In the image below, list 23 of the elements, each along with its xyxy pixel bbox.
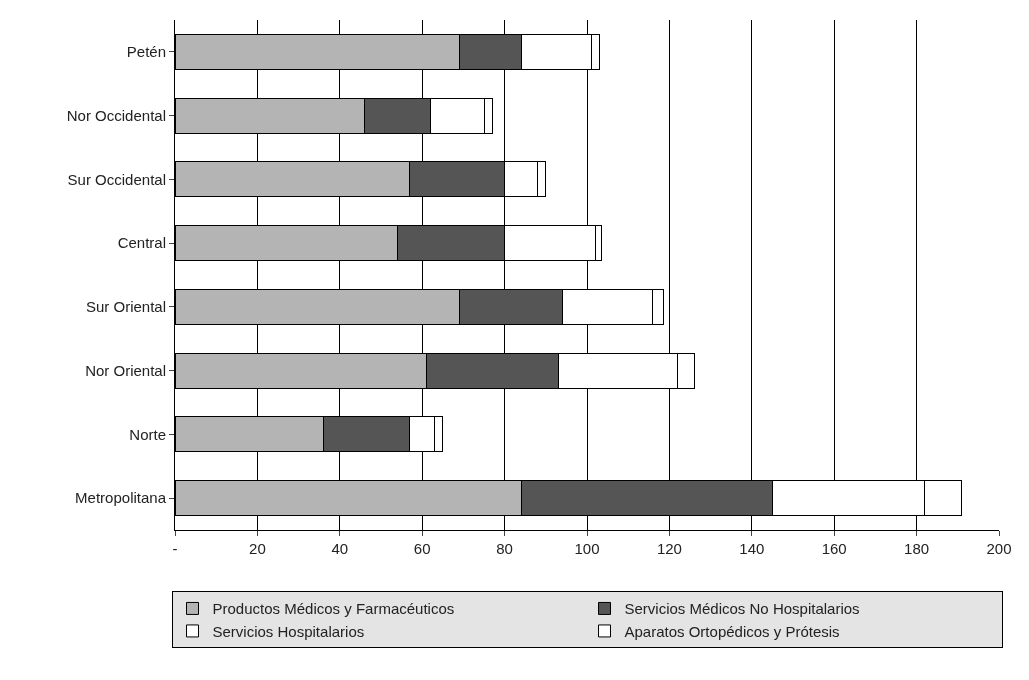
y-tick-label: Nor Occidental — [66, 106, 166, 124]
legend-label: Productos Médicos y Farmacéuticos — [212, 600, 455, 618]
x-tick-label: 80 — [496, 540, 513, 557]
y-tick-label: Norte — [129, 425, 166, 443]
y-tick-label: Sur Oriental — [85, 298, 166, 316]
y-tick-label: Nor Oriental — [85, 361, 166, 379]
x-tick-label: - — [172, 540, 178, 557]
x-tick-label: 40 — [331, 540, 349, 557]
x-tick-label: 20 — [249, 540, 266, 557]
x-tick-label: 140 — [739, 540, 765, 557]
y-tick-label: Petén — [126, 43, 166, 61]
x-tick-label: 200 — [986, 540, 1012, 557]
legend-label: Aparatos Ortopédicos y Prótesis — [624, 622, 840, 640]
legend-label: Servicios Hospitalarios — [212, 622, 365, 640]
y-tick-label: Metropolitana — [75, 489, 167, 507]
y-tick-label: Central — [117, 234, 166, 252]
x-tick-label: 100 — [574, 540, 600, 557]
x-tick-label: 180 — [904, 540, 930, 557]
y-tick-label: Sur Occidental — [67, 170, 166, 188]
x-tick-label: 60 — [413, 540, 431, 557]
legend-label: Servicios Médicos No Hospitalarios — [624, 600, 860, 618]
x-tick-label: 120 — [656, 540, 682, 557]
x-tick-label: 160 — [821, 540, 847, 557]
